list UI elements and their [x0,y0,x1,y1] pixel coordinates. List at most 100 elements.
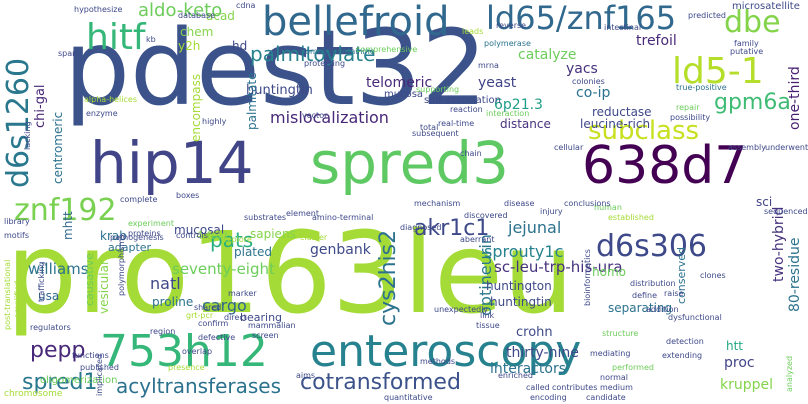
cloud-word: bearing [240,311,283,324]
cloud-word: encompass [189,73,203,142]
cloud-word: domain-containing [300,47,375,56]
cloud-word: y2h [178,39,201,53]
cloud-word: interaction [486,109,530,118]
cloud-word: williams [28,260,89,278]
cloud-word: aberrant [460,235,495,244]
cloud-word: spred1 [22,370,98,395]
cloud-word: lacking [23,121,32,150]
cloud-word: alpha-helices [84,95,137,104]
cloud-word: boxes [176,191,200,200]
cloud-word: 4-fold [196,229,228,242]
cloud-word: separating [608,301,673,315]
cloud-word: dbe [724,5,781,40]
cloud-word: assembly [728,143,766,152]
cloud-word: thirty-nine [506,345,579,361]
cloud-word: ld5-1 [672,51,764,92]
cloud-word: pdest32 [64,7,488,129]
cloud-word: co-ip [576,85,611,101]
cloud-word: adapter [108,241,152,254]
cloud-word: cellular [554,143,584,152]
cloud-word: telomeric [366,75,433,91]
cloud-word: screen [252,331,279,340]
cloud-word: intestinal [604,23,642,32]
cloud-word: crohn [516,325,553,340]
cloud-word: unexpectedly [434,305,489,314]
cloud-word: substrates [244,213,287,222]
cloud-word: controls [176,231,208,240]
cloud-word: vesicular [97,260,111,314]
cloud-word: discovered [464,211,508,220]
cloud-word: pepp [30,338,86,363]
cloud-word: catalyze [518,47,577,63]
cloud-word: aldo-keto [138,0,223,21]
cloud-word: reaction [450,105,483,114]
cloud-word: grt-pcr [186,311,214,320]
cloud-word: pro163leu [6,209,574,339]
cloud-word: implicated [95,354,104,396]
cloud-word: cdna [236,1,256,10]
cloud-word: established [608,213,654,222]
cloud-word: znf192 [14,193,117,228]
cloud-word: reverse [496,21,527,30]
cloud-word: hip14 [90,129,254,197]
cloud-word: extending [662,351,703,360]
cloud-word: mhtt [61,211,75,240]
cloud-word: palmitate [245,72,259,130]
cloud-word: putative [730,47,764,56]
cloud-word: reductase [592,105,652,119]
cloud-word: methods [420,357,456,366]
cloud-word: two-hybrid [771,206,787,282]
cloud-word: huntington [486,279,552,293]
cloud-word: true-positive [676,83,727,92]
cloud-word: bioinformatics [583,249,592,306]
cloud-word: ld65/znf165 [486,0,677,37]
cloud-word: krab [100,229,127,243]
cloud-word: causative [83,253,96,306]
cloud-word: distance [500,117,551,131]
cloud-word: enzyme [86,109,118,118]
cloud-word: link [480,311,495,320]
cloud-word: total [420,123,439,132]
cloud-word: seventy-eight [172,260,275,278]
cloud-word: motifs [4,231,30,240]
cloud-word: genbank [310,242,371,258]
cloud-word: natl [150,274,181,293]
cloud-word: shared [194,303,222,312]
cloud-word: cys2his2 [376,229,401,326]
cloud-word: spred3 [310,129,510,197]
cloud-word: proline [152,295,194,309]
cloud-word: distribution [630,279,676,288]
cloud-word: candidate [586,393,626,402]
cloud-word: predicted [688,11,726,20]
cloud-word: hypothesize [74,5,123,14]
cloud-word: repair [676,103,700,112]
cloud-word: injury [540,207,563,216]
cloud-word: homo [592,265,626,279]
cloud-word: raise [664,289,684,298]
cloud-word: database [178,11,216,20]
cloud-word: sprouty1c [484,242,564,261]
cloud-word: comprehensive [356,45,418,54]
cloud-word: normal [600,373,629,382]
cloud-word: 753h12 [100,326,268,377]
cloud-word: addition [646,305,679,314]
cloud-word: huntingtin [490,295,552,309]
cloud-word: pats [210,228,254,252]
cloud-word: self-association [424,95,501,106]
cloud-word: possibility [670,113,711,122]
cloud-word: chi-gal [33,84,48,128]
cloud-word: conclusions [564,199,611,208]
cloud-word: hd [232,39,248,53]
cloud-word: confirm [198,319,229,328]
cloud-word: sc-leu-trp-his-ura [494,258,623,276]
cloud-word: dysfunctional [668,313,722,322]
cloud-word: protecting [304,59,346,68]
cloud-word: analyzed [785,355,794,392]
cloud-word: polymorphisms [117,234,126,296]
cloud-word: one-third [787,66,803,130]
cloud-word: plated [234,245,273,259]
cloud-word: supporting [416,85,460,94]
cloud-word: chromosome [4,389,63,399]
cloud-word: tissue [476,321,500,330]
